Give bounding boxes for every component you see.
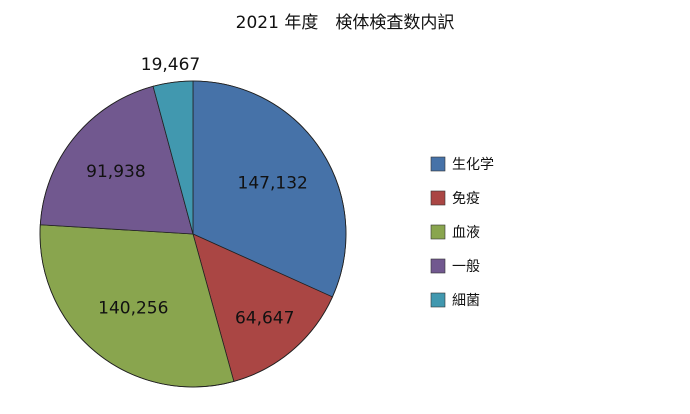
legend-label-1: 生化学: [452, 157, 494, 173]
legend-swatch-5: [430, 292, 446, 308]
legend-label-3: 血液: [452, 225, 480, 241]
legend-label-4: 一般: [452, 259, 480, 275]
legend-label-5: 細菌: [452, 293, 480, 309]
legend-swatch-4: [430, 258, 446, 274]
data-label-5: 19,467: [141, 55, 200, 75]
data-label-4: 91,938: [86, 162, 145, 182]
data-labels: 147,132 64,647 140,256 91,938 19,467: [86, 55, 308, 329]
legend-swatch-2: [430, 190, 446, 206]
data-label-1: 147,132: [238, 174, 308, 194]
legend-label-2: 免疫: [452, 191, 480, 207]
pie-slices: [39, 80, 347, 388]
data-label-3: 140,256: [98, 299, 168, 319]
legend-swatch-3: [430, 224, 446, 240]
data-label-2: 64,647: [235, 309, 294, 329]
chart-title: 2021 年度 検体検査数内訳: [236, 13, 455, 33]
pie-outline: [39, 80, 347, 388]
legend-swatch-1: [430, 156, 446, 172]
